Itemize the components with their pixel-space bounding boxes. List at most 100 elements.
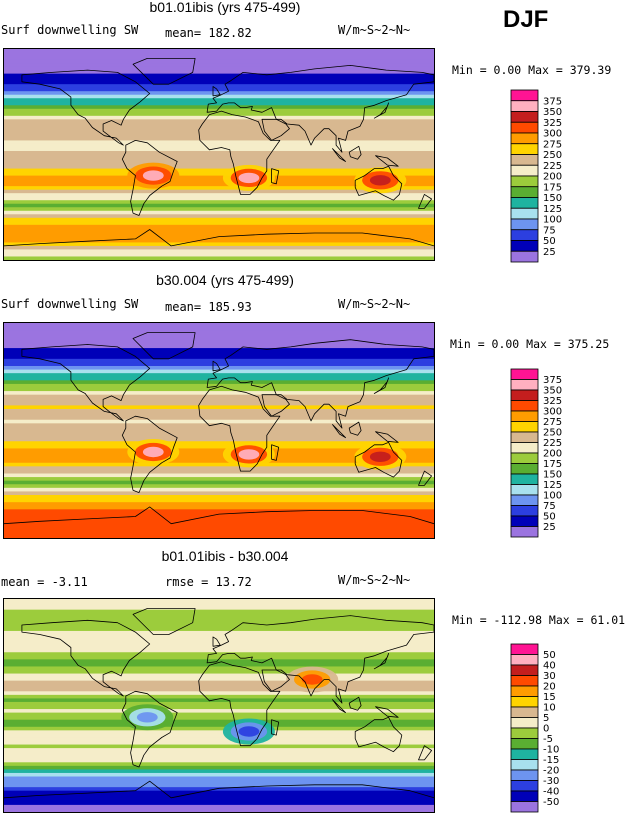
zonal-band — [4, 405, 434, 410]
coastline-borneo — [348, 421, 362, 436]
zonal-band — [4, 348, 434, 353]
zonal-band — [4, 762, 434, 767]
legend-level-label: 150 — [543, 470, 562, 481]
zonal-band — [4, 516, 434, 521]
zonal-band — [4, 323, 434, 328]
coastline-borneo — [348, 145, 362, 160]
legend-level-label: 30 — [543, 671, 556, 682]
zonal-band — [4, 677, 434, 682]
coastline-north-america — [21, 344, 151, 422]
legend-swatch — [510, 696, 539, 708]
legend-level-label: -50 — [543, 797, 559, 808]
zonal-band — [4, 398, 434, 403]
zonal-band — [4, 733, 434, 739]
zonal-band — [4, 523, 434, 528]
hotspot-india — [301, 674, 323, 685]
panel-2-map-svg — [4, 323, 434, 538]
coastline-africa — [198, 385, 281, 472]
legend-level-label: 25 — [543, 522, 556, 533]
zonal-band — [4, 645, 434, 650]
zonal-band — [4, 623, 434, 628]
zonal-band — [4, 804, 434, 810]
hotspot-southern-africa — [238, 449, 260, 460]
legend-level-label: 75 — [543, 225, 556, 236]
zonal-band — [4, 94, 434, 99]
zonal-band — [4, 662, 434, 668]
zonal-band — [4, 606, 434, 611]
legend-level-label: -20 — [543, 766, 559, 777]
zonal-band — [4, 217, 434, 222]
zonal-band — [4, 391, 434, 396]
coastline-south-america — [121, 140, 178, 216]
zonal-band — [4, 147, 434, 152]
zonal-band — [4, 249, 434, 254]
zonal-band — [4, 744, 434, 749]
zonal-band — [4, 780, 434, 785]
legend-level-label: 175 — [543, 182, 562, 193]
panel-2-legend: 375 350 325 300 275 250 225 200 175 150 125 100 75 50… — [510, 368, 571, 538]
panel-1-mean: mean= 182.82 — [165, 26, 252, 40]
zonal-band — [4, 466, 434, 471]
legend-swatch — [510, 484, 539, 496]
panel-2-units: W/m~S~2~N~ — [338, 297, 411, 311]
zonal-band — [4, 77, 434, 82]
zonal-band — [4, 340, 434, 346]
legend-level-label: 350 — [543, 107, 562, 118]
zonal-band — [4, 52, 434, 57]
zonal-band — [4, 387, 434, 392]
zonal-band — [4, 362, 434, 367]
zonal-band — [4, 182, 434, 187]
zonal-band — [4, 84, 434, 89]
legend-level-label: 350 — [543, 386, 562, 397]
zonal-band — [4, 326, 434, 331]
legend-swatch — [510, 379, 539, 391]
zonal-band — [4, 741, 434, 746]
coastline-africa — [198, 110, 281, 195]
zonal-band — [4, 694, 434, 699]
zonal-band — [4, 221, 434, 226]
zonal-band — [4, 666, 434, 671]
zonal-band — [4, 154, 434, 159]
zonal-band — [4, 394, 434, 399]
zonal-band — [4, 648, 434, 653]
coastline-australia — [354, 165, 403, 201]
legend-level-label: 10 — [543, 703, 556, 714]
legend-level-label: -15 — [543, 755, 559, 766]
legend-level-label: 0 — [543, 724, 549, 735]
legend-level-label: 75 — [543, 501, 556, 512]
legend-level-label: 300 — [543, 407, 562, 418]
zonal-band — [4, 210, 434, 215]
coastline-south-america — [121, 415, 178, 494]
legend-level-label: 125 — [543, 204, 562, 215]
zonal-band — [4, 755, 434, 760]
panel-3-rmse: rmse = 13.72 — [165, 575, 252, 589]
zonal-band — [4, 231, 434, 236]
zonal-band — [4, 358, 434, 364]
zonal-band — [4, 772, 434, 778]
zonal-band — [4, 484, 434, 489]
zonal-bands — [4, 599, 434, 812]
legend-level-label: 275 — [543, 139, 562, 150]
zonal-band — [4, 620, 434, 625]
zonal-band — [4, 337, 434, 342]
zonal-band — [4, 150, 434, 156]
coastline-arabia — [261, 118, 290, 141]
zonal-band — [4, 709, 434, 714]
legend-level-label: -10 — [543, 745, 559, 756]
legend-level-label: 175 — [543, 459, 562, 470]
panel-2-mean: mean= 185.93 — [165, 300, 252, 314]
zonal-band — [4, 680, 434, 685]
legend-level-label: 100 — [543, 491, 562, 502]
legend-swatch — [510, 442, 539, 454]
panel-3-mean: mean = -3.11 — [1, 575, 88, 589]
hotspot-southern-africa — [238, 726, 260, 737]
zonal-band — [4, 122, 434, 127]
legend-level-label: 250 — [543, 428, 562, 439]
zonal-band — [4, 797, 434, 802]
zonal-band — [4, 487, 434, 493]
zonal-band — [4, 698, 434, 703]
zonal-band — [4, 609, 434, 614]
hotspot-southern-africa — [238, 172, 260, 184]
zonal-band — [4, 726, 434, 731]
panel-1-title: b01.01ibis (yrs 475-499) — [149, 0, 301, 15]
